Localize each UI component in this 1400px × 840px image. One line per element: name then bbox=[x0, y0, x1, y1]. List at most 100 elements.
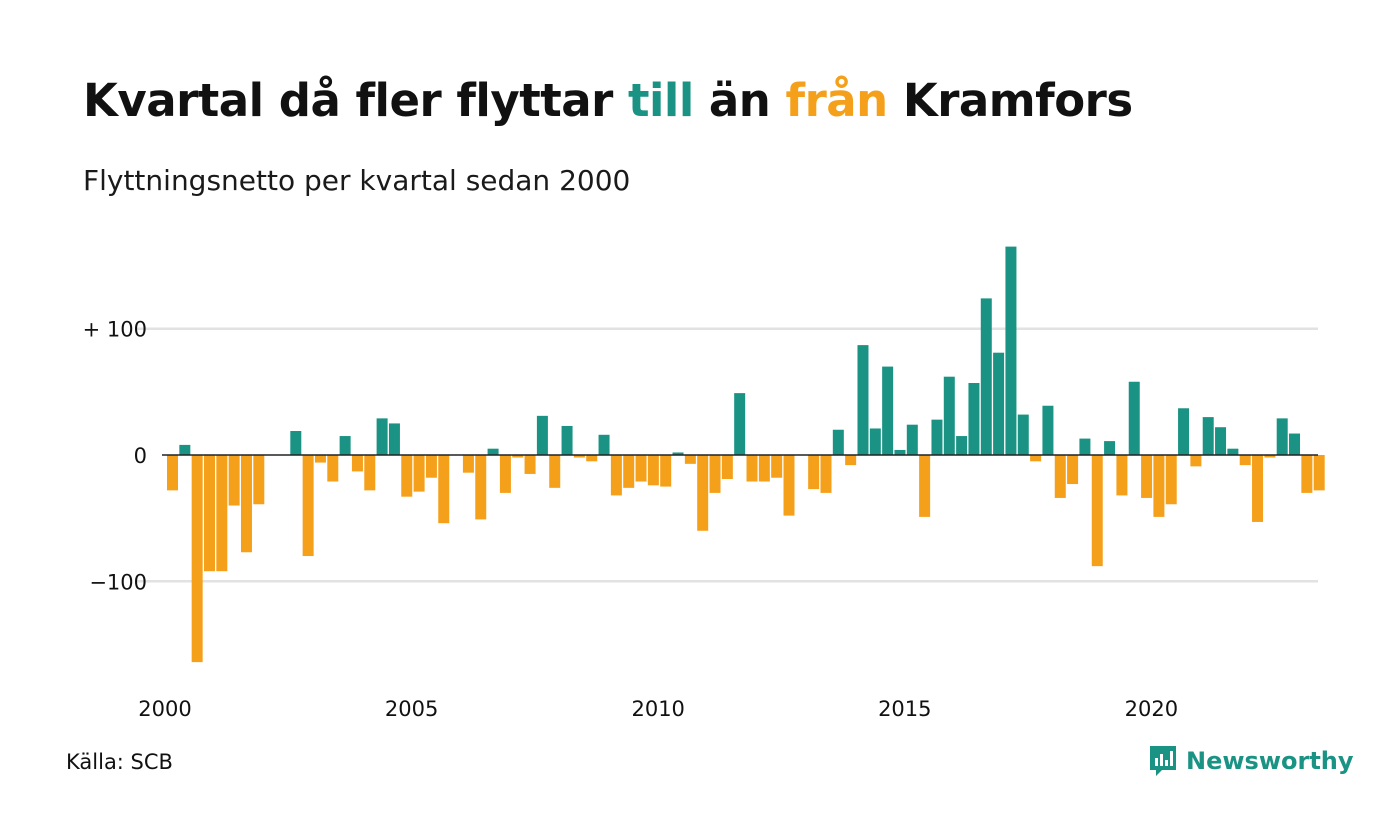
bar bbox=[240, 455, 252, 553]
bar bbox=[388, 423, 400, 455]
bar bbox=[1079, 438, 1091, 455]
bar bbox=[1128, 381, 1140, 455]
bar bbox=[894, 449, 906, 455]
bar bbox=[808, 455, 820, 490]
bar bbox=[758, 455, 770, 482]
bar bbox=[1005, 246, 1017, 455]
bar bbox=[499, 455, 511, 493]
title-part-1: Kvartal då fler flyttar bbox=[83, 74, 628, 127]
x-tick-label: 2020 bbox=[1125, 697, 1178, 721]
chart-title: Kvartal då fler flyttar till än från Kra… bbox=[83, 74, 1133, 127]
bar bbox=[684, 455, 696, 464]
bar bbox=[1030, 455, 1042, 462]
y-tick-label: 0 bbox=[134, 444, 147, 468]
bar bbox=[191, 455, 203, 663]
bar bbox=[980, 298, 992, 455]
bar bbox=[1276, 418, 1288, 455]
bar bbox=[1227, 448, 1239, 455]
bar bbox=[327, 455, 339, 482]
bar bbox=[253, 455, 265, 505]
bar bbox=[351, 455, 363, 472]
bar bbox=[845, 455, 857, 466]
bar bbox=[783, 455, 795, 516]
bars bbox=[167, 246, 1325, 663]
bar bbox=[586, 455, 598, 462]
bar bbox=[1104, 441, 1116, 455]
bar bbox=[512, 455, 524, 458]
grid-lines bbox=[136, 327, 1318, 583]
bar bbox=[721, 455, 733, 479]
bar bbox=[771, 455, 783, 478]
bar bbox=[290, 431, 302, 455]
bar bbox=[1239, 455, 1251, 466]
source-note: Källa: SCB bbox=[66, 750, 173, 774]
bar bbox=[623, 455, 635, 488]
x-tick-label: 2010 bbox=[631, 697, 684, 721]
newsworthy-logo-icon bbox=[1150, 746, 1176, 776]
title-part-2: än bbox=[693, 74, 786, 127]
bar bbox=[882, 366, 894, 455]
bar bbox=[536, 415, 548, 455]
bar bbox=[820, 455, 832, 493]
bar bbox=[475, 455, 487, 520]
bar bbox=[573, 455, 585, 458]
bar bbox=[968, 383, 980, 455]
bar bbox=[314, 455, 326, 463]
bar bbox=[697, 455, 709, 531]
bar bbox=[203, 455, 215, 572]
bar bbox=[438, 455, 450, 524]
bar bbox=[413, 455, 425, 492]
bar bbox=[487, 448, 499, 455]
bar bbox=[524, 455, 536, 474]
bar bbox=[216, 455, 228, 572]
x-tick-label: 2005 bbox=[385, 697, 438, 721]
bar bbox=[1091, 455, 1103, 567]
chart-subtitle: Flyttningsnetto per kvartal sedan 2000 bbox=[83, 164, 631, 197]
bar bbox=[179, 444, 191, 455]
bar bbox=[339, 436, 351, 455]
bar bbox=[1017, 414, 1029, 455]
bar bbox=[1202, 417, 1214, 455]
bar bbox=[1054, 455, 1066, 498]
bar bbox=[302, 455, 314, 557]
bar bbox=[943, 376, 955, 455]
title-part-3: Kramfors bbox=[887, 74, 1133, 127]
bar bbox=[1067, 455, 1079, 485]
bar bbox=[401, 455, 413, 497]
bar bbox=[857, 345, 869, 455]
bar bbox=[1252, 455, 1264, 522]
bar bbox=[1042, 405, 1054, 455]
y-tick-label: + 100 bbox=[83, 318, 147, 342]
bar bbox=[228, 455, 240, 506]
bar bbox=[462, 455, 474, 473]
bar bbox=[672, 452, 684, 455]
bar bbox=[647, 455, 659, 486]
bar bbox=[1215, 427, 1227, 455]
bar bbox=[167, 455, 178, 491]
bar bbox=[906, 424, 918, 455]
bar bbox=[549, 455, 561, 488]
bar bbox=[734, 393, 746, 455]
bar bbox=[919, 455, 931, 517]
y-tick-label: −100 bbox=[89, 570, 147, 594]
bar bbox=[1178, 408, 1190, 455]
bar bbox=[598, 434, 610, 455]
bar bbox=[364, 455, 376, 491]
bar bbox=[1153, 455, 1165, 517]
x-tick-label: 2015 bbox=[878, 697, 931, 721]
bar bbox=[1165, 455, 1177, 505]
bar bbox=[425, 455, 437, 478]
brand-logo: Newsworthy bbox=[1148, 744, 1354, 778]
bar bbox=[635, 455, 647, 482]
bar bbox=[1313, 455, 1325, 491]
title-highlight-out: från bbox=[785, 74, 889, 127]
bar bbox=[1301, 455, 1313, 493]
bar bbox=[746, 455, 758, 482]
x-axis-ticks: 2000 2005 2010 2015 2020 bbox=[138, 697, 1178, 721]
bar bbox=[376, 418, 388, 455]
y-axis-ticks: + 100 0 −100 bbox=[83, 318, 147, 595]
bar bbox=[1289, 433, 1301, 455]
bar bbox=[956, 436, 968, 455]
bar bbox=[931, 419, 943, 455]
